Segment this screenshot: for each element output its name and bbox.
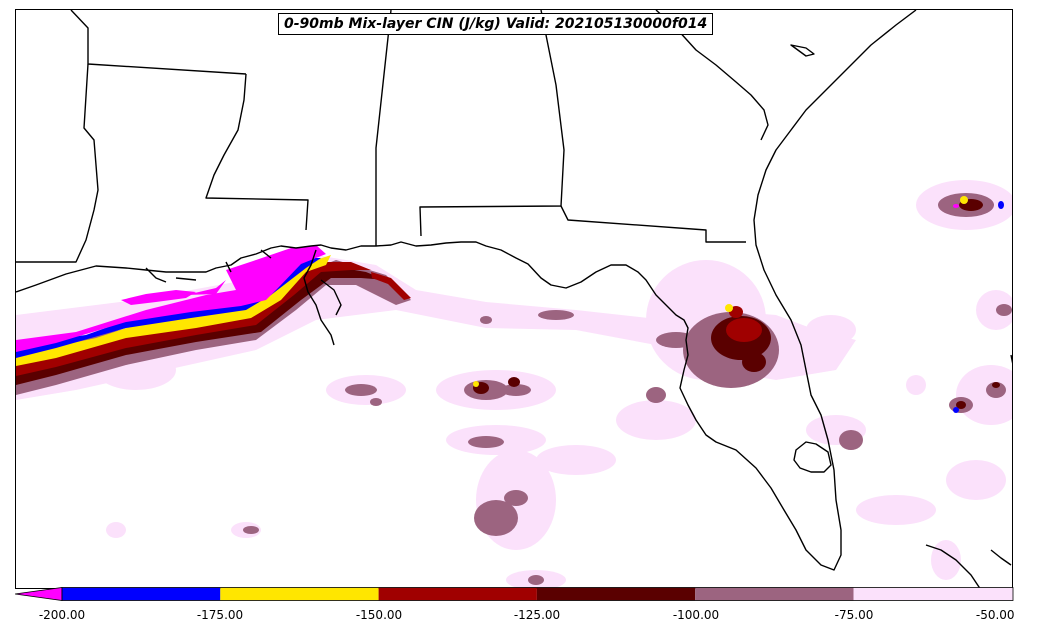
colorbar-bin-5 (695, 587, 854, 601)
cin-band-magenta (16, 204, 959, 352)
mississippi-delta (303, 249, 342, 346)
colorbar-tick-label: -100.00 (672, 608, 720, 622)
colorbar-bin-2 (220, 587, 379, 601)
cin-band-yellow (16, 196, 968, 387)
border-line (16, 63, 99, 263)
atlantic-coastline (655, 10, 769, 141)
colorbar-tick-label: -75.00 (834, 608, 874, 622)
colorbar-tick-label: -50.00 (975, 608, 1015, 622)
coastlines-and-borders (16, 10, 1012, 588)
border-line (560, 205, 746, 243)
colorbar-tick-label: -200.00 (38, 608, 86, 622)
colorbar-bin-1 (62, 587, 221, 601)
colorbar (15, 587, 1014, 601)
colorbar-tick-label: -150.00 (355, 608, 403, 622)
colorbar-bin-3 (378, 587, 537, 601)
colorbar-under-triangle (15, 587, 63, 601)
border-line (205, 73, 309, 231)
louisiana-inlets (145, 249, 272, 283)
colorbar-bin-4 (536, 587, 696, 601)
island (925, 544, 981, 588)
island (990, 549, 1012, 566)
island (1010, 354, 1012, 364)
colorbar-tick-label: -175.00 (196, 608, 244, 622)
border-line (70, 10, 247, 75)
colorbar-frame (61, 587, 1014, 601)
lake-okeechobee (793, 441, 832, 473)
gulf-coastline (16, 10, 917, 571)
cin-band-mauve (16, 193, 1012, 585)
island (790, 44, 815, 57)
colorbar-bin-6 (853, 587, 1013, 601)
map-panel (15, 9, 1013, 589)
map-title: 0-90mb Mix-layer CIN (J/kg) Valid: 20210… (278, 13, 714, 35)
border-line (375, 10, 392, 246)
map-canvas (16, 10, 1012, 588)
border-line (419, 10, 565, 237)
colorbar-tick-label: -125.00 (513, 608, 561, 622)
